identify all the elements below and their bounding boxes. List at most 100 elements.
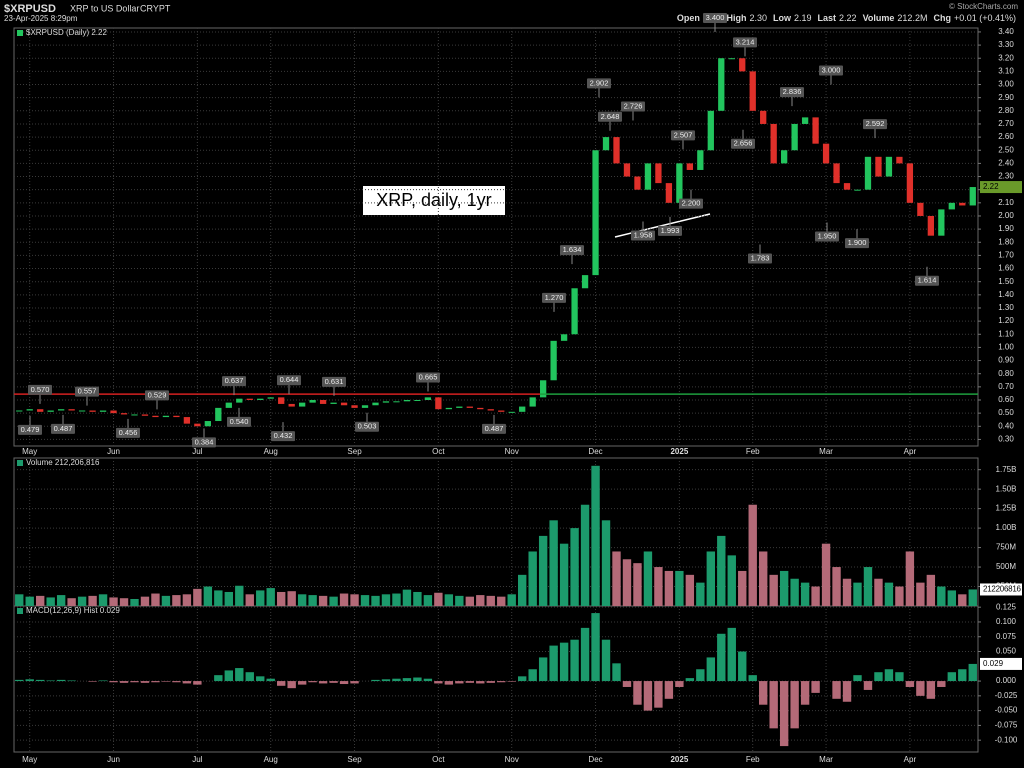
y-tick-label: 1.80	[998, 237, 1014, 246]
annotation-label: 0.487	[485, 424, 504, 433]
candle	[26, 409, 33, 411]
annotation-label: 2.592	[866, 119, 885, 128]
volume-bar	[77, 596, 87, 606]
macd-bar	[224, 670, 233, 682]
candle	[456, 406, 463, 408]
volume-bar	[486, 595, 495, 606]
annotation-box	[355, 421, 379, 432]
annotation-label: 3.214	[736, 37, 755, 46]
y-tick-label: -0.025	[995, 691, 1018, 700]
y-tick-label: 0.30	[998, 435, 1014, 444]
volume-bar	[800, 582, 810, 606]
volume-bar	[863, 567, 873, 606]
annotation-label: 2.836	[783, 87, 802, 96]
macd-bar	[570, 639, 579, 682]
volume-bar	[947, 590, 956, 606]
candle	[414, 399, 421, 401]
macd-bar	[256, 676, 265, 682]
macd-bar	[654, 681, 663, 708]
annotation-box	[598, 111, 622, 122]
volume-bar	[245, 594, 254, 606]
macd-bar	[874, 672, 883, 682]
candle	[372, 402, 379, 406]
candle	[728, 58, 735, 60]
quote-value: 2.19	[794, 13, 812, 23]
macd-bar	[507, 681, 516, 682]
volume-bar	[507, 594, 516, 606]
volume-bar	[277, 591, 286, 606]
candle	[791, 123, 798, 151]
candle	[634, 176, 641, 190]
candle	[330, 402, 337, 404]
candle	[309, 399, 316, 403]
macd-bar	[266, 678, 275, 682]
candle	[519, 406, 526, 412]
candle	[110, 410, 117, 414]
candle	[361, 405, 369, 408]
candle	[257, 398, 264, 400]
annotation-label: 2.648	[601, 112, 620, 121]
volume-bar	[465, 596, 474, 606]
candle	[906, 163, 914, 203]
volume-bar	[528, 551, 537, 606]
title-box	[363, 186, 505, 215]
macd-bar	[182, 681, 192, 684]
y-tick-label: 0.60	[998, 395, 1014, 404]
volume-bar	[151, 593, 160, 606]
volume-bar	[423, 595, 433, 606]
candle	[864, 156, 872, 190]
volume-bar	[717, 535, 726, 606]
annotation-box	[416, 372, 440, 383]
annotation-box	[658, 225, 682, 236]
volume-bar	[172, 595, 181, 606]
y-tick-label: 3.10	[998, 66, 1014, 75]
volume-bar	[790, 578, 799, 606]
candle	[246, 398, 253, 400]
volume-bar	[748, 504, 757, 606]
x-tick-label: Jun	[107, 447, 120, 456]
candle	[162, 415, 170, 418]
candle	[718, 58, 725, 111]
macd-bar	[738, 651, 747, 682]
candle	[917, 202, 924, 216]
volume-bar	[779, 570, 789, 606]
annotation-box	[748, 253, 772, 264]
macd-bar	[853, 675, 862, 682]
annotation-box	[733, 37, 757, 48]
macd-bar	[559, 642, 569, 682]
candle	[602, 137, 610, 151]
macd-bar	[811, 681, 820, 693]
volume-bar	[622, 559, 632, 606]
candle	[351, 405, 358, 408]
volume-bar	[203, 586, 213, 606]
y-tick-label: -0.100	[995, 735, 1018, 744]
x-tick-label: Nov	[505, 447, 519, 456]
candle	[686, 163, 693, 170]
annotation-label: 0.479	[21, 425, 40, 434]
price-panel	[13, 27, 979, 447]
macd-bar	[329, 681, 338, 683]
macd-bar	[25, 679, 34, 682]
candle	[896, 156, 903, 164]
volume-bar	[130, 598, 139, 606]
macd-bar	[601, 639, 611, 682]
macd-bar	[36, 679, 45, 682]
macd-bar	[172, 681, 181, 683]
annotation-label: 0.432	[274, 431, 293, 440]
candle	[833, 163, 840, 184]
volume-bar	[476, 595, 485, 606]
y-tick-label: 1.00B	[996, 523, 1017, 532]
y-tick-label: 1.50B	[996, 484, 1017, 493]
annotation-box	[780, 87, 804, 98]
volume-bar	[98, 594, 108, 606]
volume-bar	[570, 528, 579, 606]
annotation-box	[482, 423, 506, 434]
macd-bar	[371, 679, 380, 682]
macd-bar	[497, 681, 506, 683]
annotation-box	[542, 292, 566, 303]
volume-bar	[193, 588, 202, 606]
annotation-label: 0.503	[358, 422, 377, 431]
candle	[749, 71, 756, 111]
annotation-box	[116, 427, 140, 438]
volume-bar	[518, 574, 527, 606]
